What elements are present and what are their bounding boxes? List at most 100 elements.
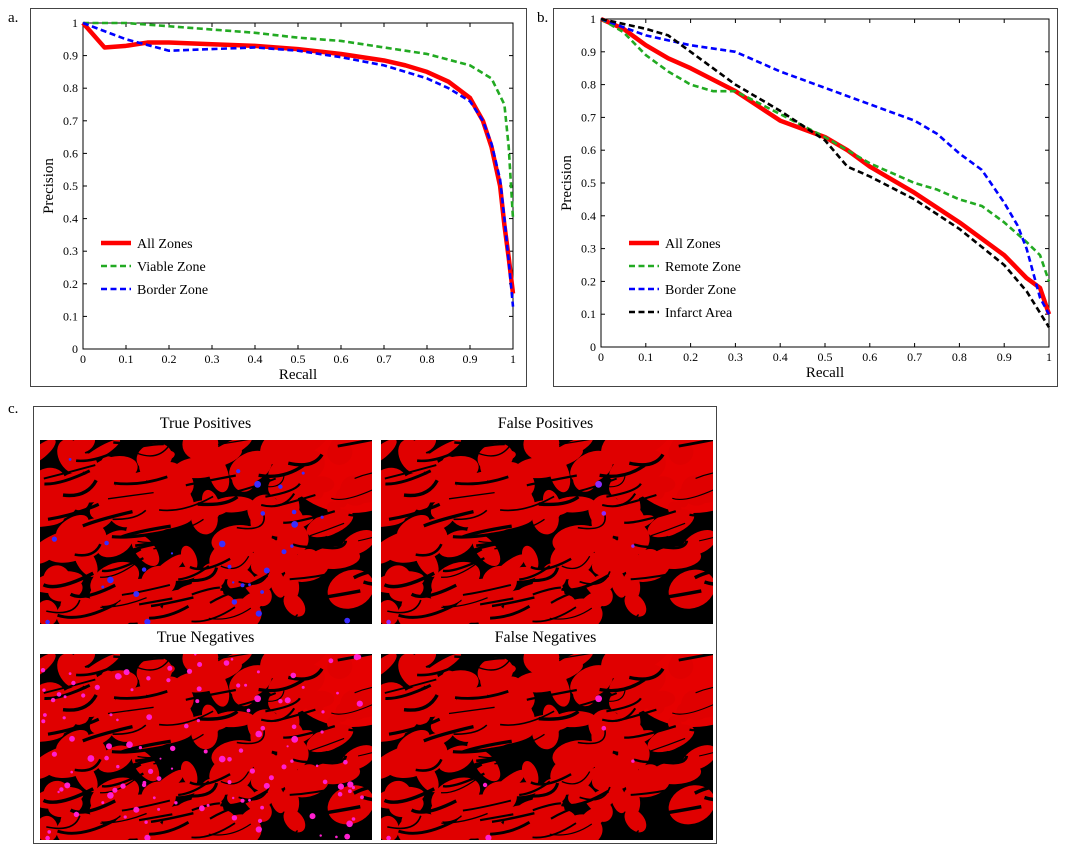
detection-marker bbox=[81, 693, 86, 698]
fiber-gap bbox=[442, 557, 485, 573]
fiber-gap bbox=[265, 483, 301, 498]
fiber-gap bbox=[494, 752, 539, 765]
fiber-gap bbox=[209, 804, 242, 820]
detection-marker bbox=[260, 805, 264, 810]
fiber-gap bbox=[703, 795, 713, 802]
muscle-fiber bbox=[647, 724, 695, 753]
fiber-gap bbox=[549, 823, 593, 836]
legend-label-border-zone: Border Zone bbox=[665, 283, 736, 298]
detection-marker bbox=[118, 674, 122, 679]
fiber-gap bbox=[112, 724, 147, 735]
detection-markers bbox=[45, 458, 351, 624]
fiber-gap bbox=[185, 688, 237, 701]
muscle-fiber bbox=[306, 724, 354, 753]
x-tick-label: 0.2 bbox=[162, 352, 177, 366]
detection-marker bbox=[236, 683, 241, 688]
detection-marker bbox=[356, 700, 363, 707]
fiber-gap bbox=[633, 750, 669, 764]
detection-marker bbox=[206, 803, 210, 807]
detection-marker bbox=[62, 716, 66, 720]
fiber-gap bbox=[698, 752, 713, 757]
detection-marker bbox=[278, 484, 283, 489]
detection-marker bbox=[254, 695, 261, 703]
detection-marker bbox=[146, 676, 151, 681]
fiber-gap bbox=[491, 812, 535, 823]
detection-marker bbox=[94, 684, 100, 690]
fiber-gap bbox=[331, 704, 372, 715]
fiber-gap bbox=[577, 515, 606, 530]
fiber-gap bbox=[452, 530, 508, 539]
detection-marker bbox=[197, 662, 203, 667]
detection-marker bbox=[40, 668, 46, 673]
fiber-gap bbox=[113, 654, 151, 659]
detection-marker bbox=[141, 567, 147, 572]
muscle-fiber bbox=[40, 600, 58, 624]
fiber-gap bbox=[695, 686, 713, 694]
fiber-gap bbox=[289, 786, 341, 796]
detection-marker bbox=[196, 719, 200, 723]
y-tick-label: 0.9 bbox=[581, 45, 596, 59]
x-tick-label: 0.7 bbox=[377, 352, 392, 366]
muscle-fiber bbox=[211, 740, 261, 770]
detection-marker bbox=[101, 585, 105, 589]
fiber-gap bbox=[558, 440, 591, 446]
series-line-border-zone bbox=[600, 17, 1051, 315]
fiber-gap bbox=[217, 440, 250, 446]
fiber-gap bbox=[696, 620, 713, 624]
fiber-gap bbox=[153, 752, 198, 765]
detection-marker bbox=[227, 780, 232, 785]
fiber-gap bbox=[236, 515, 265, 530]
muscle-fiber bbox=[139, 479, 183, 511]
fiber-gap bbox=[383, 571, 436, 589]
fiber-gap bbox=[678, 654, 713, 662]
y-tick-label: 0.6 bbox=[63, 146, 78, 160]
detection-marker bbox=[148, 768, 154, 774]
fiber-gap bbox=[624, 510, 677, 524]
fiber-gap bbox=[348, 726, 372, 732]
detection-marker bbox=[485, 834, 492, 840]
x-tick-label: 0.8 bbox=[420, 352, 435, 366]
fiber-gap bbox=[238, 571, 270, 585]
detection-marker bbox=[254, 480, 261, 488]
fiber-gap bbox=[137, 658, 170, 671]
fiber-gap bbox=[398, 604, 453, 619]
detection-marker bbox=[595, 480, 602, 488]
detection-marker bbox=[290, 672, 297, 679]
fiber-gap bbox=[309, 522, 345, 537]
fiber-gap bbox=[398, 820, 453, 835]
detection-marker bbox=[257, 818, 263, 823]
detection-marker bbox=[227, 564, 232, 569]
muscle-fiber bbox=[414, 544, 439, 577]
fiber-gap bbox=[107, 491, 154, 500]
fiber-gap bbox=[630, 570, 682, 581]
x-tick-label: 0.6 bbox=[862, 350, 877, 364]
fiber-gap bbox=[111, 530, 167, 539]
detection-marker bbox=[68, 458, 72, 461]
muscle-fiber bbox=[406, 483, 431, 511]
fiber-gap bbox=[47, 717, 100, 736]
x-tick-label: 1 bbox=[1046, 350, 1052, 364]
fiber-gap bbox=[511, 733, 545, 748]
fiber-gap bbox=[530, 557, 572, 571]
detection-marker bbox=[260, 725, 266, 731]
muscle-fiber bbox=[647, 509, 695, 538]
muscle-fiber bbox=[242, 551, 271, 565]
fiber-gap bbox=[362, 795, 372, 802]
detection-marker bbox=[174, 801, 178, 805]
fiber-gap bbox=[99, 762, 142, 778]
micrograph-false-negatives bbox=[381, 654, 713, 840]
muscle-fiber bbox=[579, 807, 606, 830]
muscle-fiber bbox=[668, 785, 713, 825]
y-tick-label: 0 bbox=[590, 340, 596, 354]
detection-marker bbox=[223, 660, 230, 666]
fiber-gap bbox=[107, 706, 154, 715]
muscle-fiber bbox=[65, 483, 90, 511]
fiber-gap bbox=[82, 509, 133, 528]
fiber-gap bbox=[423, 724, 474, 743]
detection-marker bbox=[51, 536, 57, 542]
fiber-gap bbox=[499, 710, 555, 726]
fiber-gap bbox=[441, 778, 478, 794]
panel-b-letter: b. bbox=[537, 10, 549, 26]
fiber-gap bbox=[274, 493, 316, 508]
fiber-gap bbox=[138, 597, 173, 606]
